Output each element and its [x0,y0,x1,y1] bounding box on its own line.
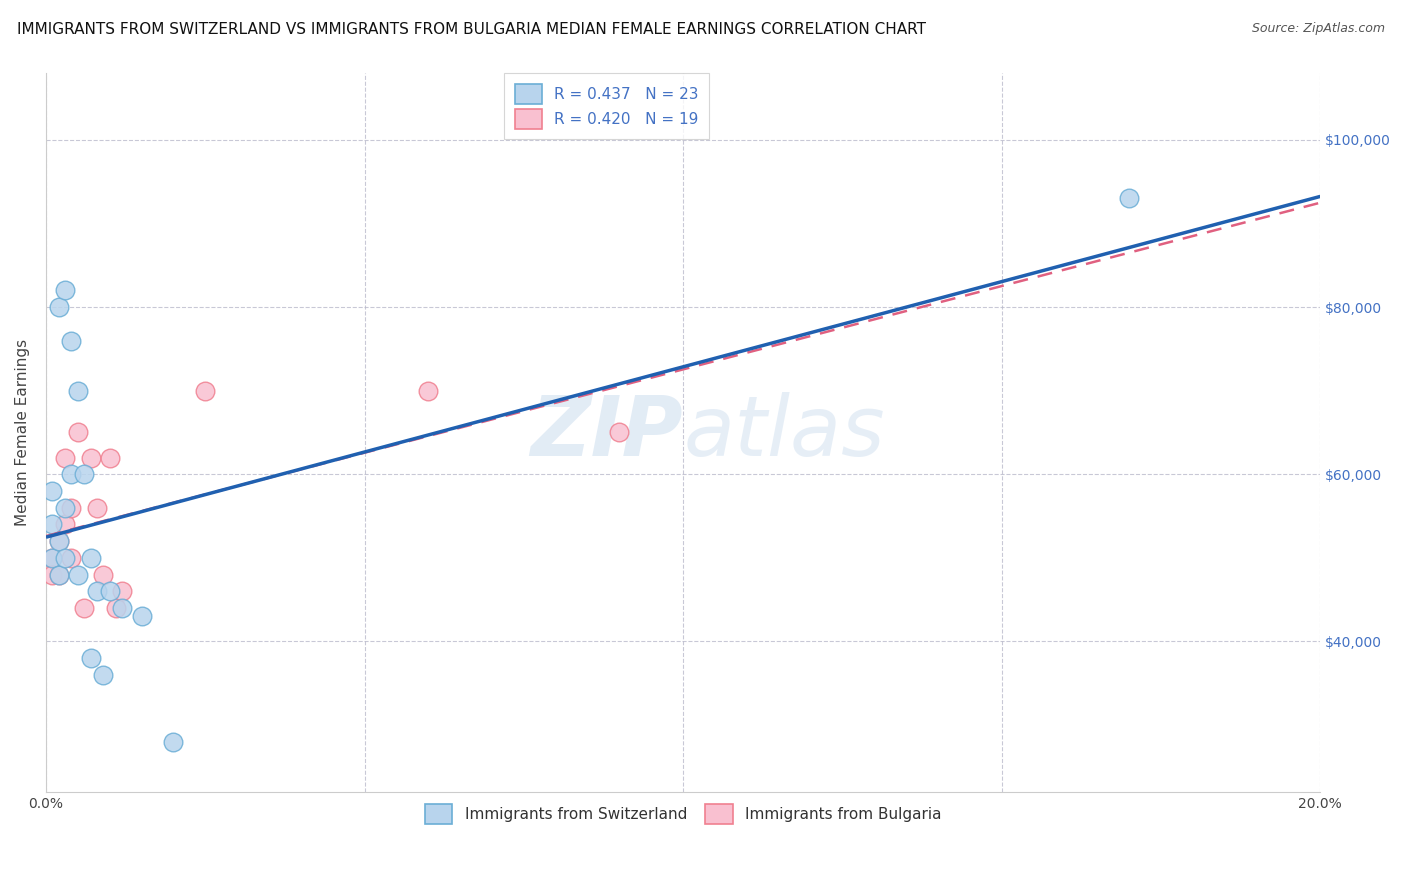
Text: ZIP: ZIP [530,392,683,473]
Point [98,584,121,599]
Point [41,550,63,565]
Point [48,534,70,549]
Point [41,483,63,498]
Point [66,567,89,582]
Point [98,450,121,465]
Point [60,334,83,348]
Point [105,601,128,615]
Text: atlas: atlas [683,392,884,473]
Point [91,668,114,682]
Point [41,517,63,532]
Y-axis label: Median Female Earnings: Median Female Earnings [15,339,30,526]
Point [48,567,70,582]
Point [609,425,631,440]
Point [1118,191,1140,205]
Point [86,584,108,599]
Point [111,601,134,615]
Point [91,567,114,582]
Point [86,500,108,515]
Point [73,467,96,482]
Point [60,500,83,515]
Point [194,384,217,398]
Point [66,384,89,398]
Point [79,550,101,565]
Point [53,517,76,532]
Text: IMMIGRANTS FROM SWITZERLAND VS IMMIGRANTS FROM BULGARIA MEDIAN FEMALE EARNINGS C: IMMIGRANTS FROM SWITZERLAND VS IMMIGRANT… [17,22,927,37]
Point [418,384,440,398]
Point [66,425,89,440]
Point [111,584,134,599]
Point [48,567,70,582]
Legend: Immigrants from Switzerland, Immigrants from Bulgaria: Immigrants from Switzerland, Immigrants … [415,794,952,835]
Point [60,467,83,482]
Point [53,500,76,515]
Point [48,534,70,549]
Point [79,450,101,465]
Point [131,609,153,624]
Point [53,450,76,465]
Point [41,567,63,582]
Point [41,550,63,565]
Point [73,601,96,615]
Point [60,550,83,565]
Text: Source: ZipAtlas.com: Source: ZipAtlas.com [1251,22,1385,36]
Point [79,651,101,665]
Point [162,735,184,749]
Point [53,284,76,298]
Point [53,550,76,565]
Point [48,300,70,314]
